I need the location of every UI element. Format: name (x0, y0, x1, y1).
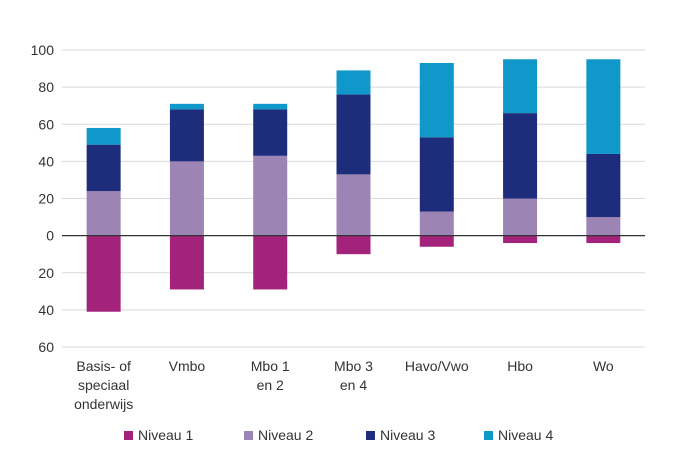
legend-item: Niveau 1 (124, 427, 193, 443)
legend: Niveau 1 Niveau 2 Niveau 3 Niveau 4 (124, 427, 553, 443)
y-tick-label: 80 (38, 79, 54, 95)
x-tick-label: Wo (593, 358, 614, 374)
bar-niveau-4-2 (253, 103, 288, 110)
legend-label: Niveau 1 (138, 427, 193, 443)
bar-niveau-3-3 (336, 94, 371, 175)
legend-label: Niveau 3 (380, 427, 435, 443)
legend-swatch (366, 431, 375, 440)
x-tick-label: speciaal (78, 377, 129, 393)
bar-niveau-3-5 (503, 113, 538, 199)
x-tick-label: Vmbo (169, 358, 206, 374)
bar-niveau-2-2 (253, 155, 288, 236)
y-tick-label: 100 (31, 42, 55, 58)
x-tick-label: Mbo 3 (334, 358, 373, 374)
x-tick-label: Mbo 1 (251, 358, 290, 374)
x-tick-label: Hbo (507, 358, 533, 374)
x-tick-label: en 2 (257, 377, 284, 393)
bar-niveau-2-1 (169, 161, 204, 236)
legend-swatch (244, 431, 253, 440)
bar-niveau-3-6 (586, 153, 621, 218)
bar-niveau-3-1 (169, 109, 204, 162)
x-axis: Basis- of speciaal onderwijs Vmbo Mbo 1 en 2 M… (74, 358, 614, 412)
bar-niveau-3-2 (253, 109, 288, 156)
y-tick-label: 20 (38, 191, 54, 207)
y-tick-label: 60 (38, 339, 54, 355)
legend-item: Niveau 3 (366, 427, 435, 443)
y-tick-label: 60 (38, 116, 54, 132)
bar-niveau-2-0 (86, 191, 121, 236)
bar-niveau-4-1 (169, 103, 204, 110)
bar-niveau-4-3 (336, 70, 371, 95)
bar-niveau-1-2 (253, 235, 288, 290)
x-tick-label: Basis- of (76, 358, 131, 374)
legend-swatch (484, 431, 493, 440)
legend-label: Niveau 2 (258, 427, 313, 443)
legend-item: Niveau 4 (484, 427, 553, 443)
bar-niveau-3-4 (419, 137, 454, 212)
y-tick-label: 0 (46, 228, 54, 244)
y-tick-label: 40 (38, 153, 54, 169)
bar-niveau-2-5 (503, 198, 538, 236)
bar-niveau-4-6 (586, 59, 621, 154)
bar-niveau-3-0 (86, 144, 121, 192)
bar-niveau-4-5 (503, 59, 538, 114)
y-tick-label: 40 (38, 302, 54, 318)
bar-niveau-2-3 (336, 174, 371, 236)
bar-niveau-1-0 (86, 235, 121, 312)
x-tick-label: Havo/Vwo (405, 358, 469, 374)
x-tick-label: en 4 (340, 377, 367, 393)
bars (86, 59, 621, 312)
bar-niveau-2-6 (586, 217, 621, 236)
bar-niveau-1-5 (503, 235, 538, 244)
legend-label: Niveau 4 (498, 427, 553, 443)
bar-niveau-1-1 (169, 235, 204, 290)
bar-niveau-2-4 (419, 211, 454, 236)
bar-niveau-1-6 (586, 235, 621, 244)
bar-niveau-4-4 (419, 62, 454, 138)
legend-item: Niveau 2 (244, 427, 313, 443)
legend-swatch (124, 431, 133, 440)
bar-niveau-1-3 (336, 235, 371, 255)
y-tick-label: 20 (38, 265, 54, 281)
bar-niveau-1-4 (419, 235, 454, 247)
y-axis: 100 80 60 40 20 0 20 40 60 (31, 42, 55, 355)
x-tick-label: onderwijs (74, 396, 133, 412)
bar-niveau-4-0 (86, 127, 121, 145)
